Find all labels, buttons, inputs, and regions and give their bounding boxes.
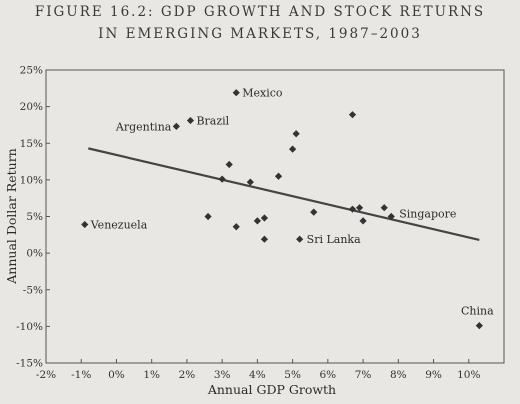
point-label-mexico: Mexico bbox=[242, 87, 283, 100]
point-label-venezuela: Venezuela bbox=[90, 219, 148, 232]
trend-line bbox=[88, 147, 480, 242]
data-point bbox=[260, 235, 269, 243]
data-point bbox=[289, 145, 297, 153]
x-tick-label: -1% bbox=[71, 369, 91, 381]
data-point bbox=[359, 217, 367, 225]
data-point bbox=[246, 178, 254, 186]
x-tick-label: 9% bbox=[425, 369, 442, 381]
y-axis-label: Annual Dollar Return bbox=[4, 148, 19, 284]
figure-title-line-1: FIGURE 16.2: GDP GROWTH AND STOCK RETURN… bbox=[34, 4, 486, 20]
x-tick-label: 0% bbox=[108, 369, 125, 381]
point-label-brazil: Brazil bbox=[196, 115, 229, 128]
y-tick-label: 0% bbox=[26, 248, 43, 260]
point-label-sri-lanka: Sri Lanka bbox=[307, 233, 361, 246]
x-tick-label: 7% bbox=[355, 369, 372, 381]
y-tick-label: -5% bbox=[23, 284, 43, 296]
y-tick-label: 15% bbox=[20, 138, 43, 150]
x-tick-label: 6% bbox=[320, 369, 337, 381]
x-axis-label: Annual GDP Growth bbox=[207, 382, 336, 397]
point-label-china: China bbox=[461, 305, 494, 318]
data-point bbox=[225, 160, 233, 169]
x-tick-label: 2% bbox=[179, 369, 196, 381]
y-tick-label: 5% bbox=[26, 211, 43, 223]
data-point bbox=[310, 208, 318, 216]
x-tick-label: 4% bbox=[249, 369, 266, 381]
data-point-sri-lanka bbox=[296, 235, 304, 243]
x-tick-label: 8% bbox=[390, 369, 407, 381]
x-tick-label: 1% bbox=[143, 369, 160, 381]
y-tick-label: -15% bbox=[16, 358, 43, 370]
x-tick-label: 10% bbox=[457, 369, 480, 381]
data-point-brazil bbox=[186, 116, 195, 125]
x-tick-label: 3% bbox=[214, 369, 231, 381]
figure-title-line-2: IN EMERGING MARKETS, 1987–2003 bbox=[98, 26, 422, 42]
data-point bbox=[260, 214, 269, 222]
data-point bbox=[274, 172, 283, 180]
y-tick-label: -10% bbox=[16, 321, 43, 333]
data-point bbox=[204, 212, 212, 221]
point-label-singapore: Singapore bbox=[399, 208, 456, 221]
y-tick-label: 25% bbox=[20, 65, 43, 77]
x-tick-label: -2% bbox=[36, 369, 56, 381]
data-point-mexico bbox=[232, 89, 240, 97]
data-point bbox=[348, 205, 357, 213]
data-point-singapore bbox=[387, 212, 395, 221]
data-point-china bbox=[475, 322, 483, 330]
data-point bbox=[355, 204, 364, 212]
data-point bbox=[380, 204, 388, 212]
data-point bbox=[253, 217, 261, 225]
y-tick-label: 10% bbox=[20, 174, 43, 186]
data-point bbox=[292, 130, 300, 138]
data-point bbox=[232, 223, 240, 231]
x-tick-label: 5% bbox=[284, 369, 301, 381]
data-point-argentina bbox=[172, 122, 180, 131]
data-point bbox=[348, 111, 357, 119]
point-label-argentina: Argentina bbox=[115, 120, 172, 133]
data-point bbox=[218, 175, 226, 183]
y-tick-label: 20% bbox=[20, 101, 43, 113]
data-point-venezuela bbox=[81, 220, 89, 229]
